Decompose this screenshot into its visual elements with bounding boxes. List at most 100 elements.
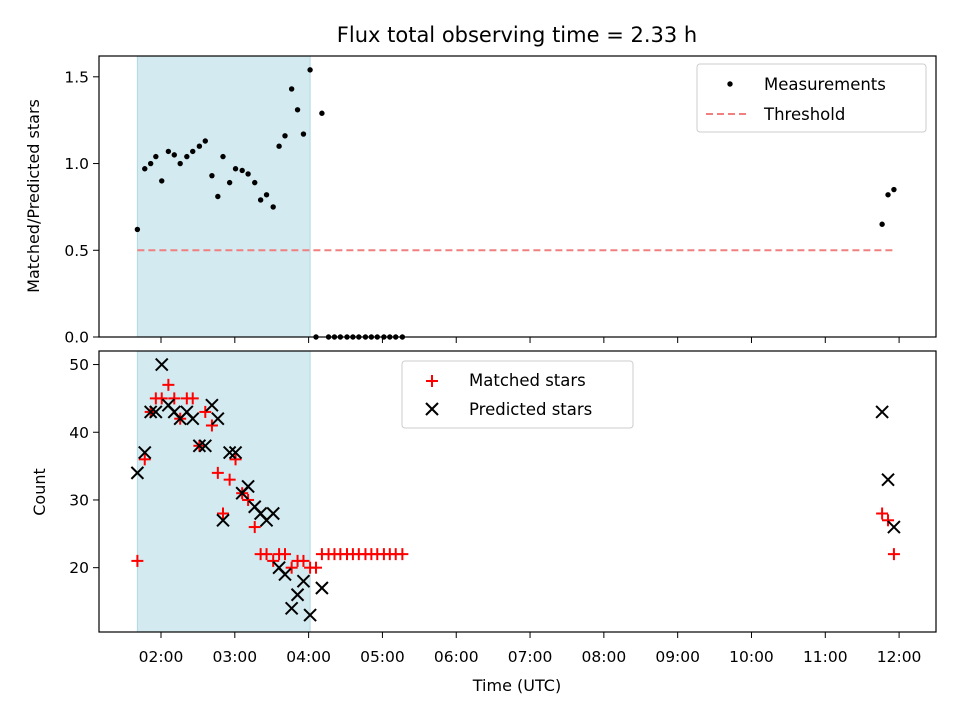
- matched-stars-point: [396, 548, 409, 561]
- measurement-point: [165, 148, 172, 155]
- top-ytick-label: 1.0: [64, 155, 89, 173]
- top-panel-y-axis: 0.0 0.5 1.0 1.5: [64, 68, 99, 347]
- series-matched-stars: [131, 378, 900, 574]
- matched-stars-point: [205, 419, 218, 432]
- matched-stars-point: [310, 561, 322, 574]
- legend-matched-label: Matched stars: [469, 371, 586, 390]
- predicted-stars-point: [205, 398, 219, 412]
- xtick-label: 07:00: [508, 648, 553, 666]
- xtick-label: 03:00: [212, 648, 257, 666]
- predicted-stars-point: [284, 601, 299, 616]
- top-panel: 0.0 0.5 1.0 1.5 Matched/Predicted stars Mea…: [24, 55, 937, 347]
- series-predicted-stars: [130, 357, 901, 622]
- predicted-stars-point: [222, 445, 237, 460]
- measurement-point: [209, 172, 215, 179]
- measurement-point: [270, 204, 276, 210]
- measurement-point: [196, 143, 203, 149]
- top-panel-x-axis: [160, 337, 900, 343]
- predicted-stars-point: [315, 581, 329, 595]
- measurement-point: [239, 167, 245, 174]
- measurement-point: [159, 178, 165, 184]
- x-axis-label: Time (UTC): [472, 676, 561, 695]
- xtick-label: 02:00: [139, 648, 184, 666]
- top-ytick-label: 0.0: [64, 329, 89, 347]
- predicted-stars-point: [241, 479, 255, 494]
- matched-stars-point: [882, 514, 895, 527]
- matched-stars-point: [876, 507, 889, 520]
- matched-stars-point: [211, 466, 224, 479]
- legend-measurements-label: Measurements: [764, 75, 886, 94]
- bottom-ytick-label: 40: [69, 424, 89, 442]
- matched-stars-point: [229, 453, 242, 466]
- measurement-point: [184, 153, 190, 160]
- predicted-stars-point: [216, 513, 230, 527]
- predicted-stars-point: [186, 412, 200, 426]
- top-panel-frame: [98, 55, 937, 338]
- measurement-point: [276, 143, 282, 149]
- matched-stars-point: [285, 561, 298, 574]
- predicted-stars-point: [138, 445, 152, 460]
- matched-stars-point: [242, 493, 255, 506]
- predicted-stars-point: [266, 506, 280, 521]
- xtick-label: 05:00: [360, 648, 405, 666]
- measurement-point: [190, 148, 196, 155]
- bottom-panel-frame: [98, 350, 937, 633]
- bottom-panel-shaded-span: [137, 351, 311, 632]
- predicted-stars-point: [278, 567, 292, 582]
- matched-stars-point: [131, 554, 144, 567]
- measurement-point: [142, 166, 148, 172]
- legend-threshold-label: Threshold: [763, 105, 845, 124]
- top-panel-shaded-span: [137, 56, 311, 337]
- top-ytick-label: 0.5: [64, 242, 89, 260]
- legend-measurements-marker: [727, 81, 733, 87]
- predicted-stars-point: [887, 520, 901, 534]
- matched-stars-point: [223, 473, 236, 486]
- predicted-stars-point: [192, 439, 207, 453]
- matched-stars-point: [155, 392, 168, 405]
- measurement-point: [891, 186, 897, 193]
- top-legend-frame: [696, 63, 927, 133]
- measurement-point: [134, 226, 141, 233]
- matched-stars-point: [162, 378, 175, 391]
- matched-stars-point: [199, 405, 212, 418]
- measurement-point: [307, 67, 313, 73]
- xtick-label: 06:00: [434, 648, 479, 666]
- measurement-point: [202, 138, 208, 144]
- predicted-stars-point: [198, 439, 212, 453]
- matched-stars-point: [217, 507, 229, 520]
- bottom-ytick-label: 20: [69, 559, 89, 577]
- chart-title: Flux total observing time = 2.33 h: [337, 23, 697, 47]
- measurement-point: [288, 86, 295, 92]
- predicted-stars-point: [290, 588, 305, 602]
- top-ytick-label: 1.5: [64, 68, 89, 86]
- legend-predicted-label: Predicted stars: [469, 400, 592, 419]
- xtick-label: 11:00: [803, 648, 848, 666]
- measurement-point: [220, 153, 226, 160]
- top-panel-legend: Measurements Threshold: [696, 63, 927, 133]
- matched-stars-point: [260, 548, 273, 561]
- matched-stars-point: [297, 554, 310, 567]
- measurement-point: [215, 193, 221, 200]
- bottom-panel-y-axis: 20 30 40 50: [69, 356, 99, 577]
- bottom-ytick-label: 30: [69, 491, 89, 509]
- measurement-point: [147, 160, 154, 167]
- legend-matched-marker: [426, 375, 438, 387]
- predicted-stars-point: [143, 405, 158, 419]
- xtick-label: 04:00: [286, 648, 331, 666]
- bottom-panel-plot-area: [130, 351, 901, 632]
- measurement-point: [263, 192, 270, 198]
- matched-stars-point: [887, 548, 900, 561]
- xtick-label: 08:00: [582, 648, 627, 666]
- top-panel-ylabel: Matched/Predicted stars: [24, 99, 43, 293]
- measurement-point: [319, 110, 325, 116]
- matched-stars-point: [279, 548, 291, 561]
- matched-stars-point: [168, 392, 181, 405]
- measurement-point: [257, 197, 264, 203]
- measurement-point: [177, 160, 183, 167]
- predicted-stars-point: [303, 608, 317, 622]
- predicted-stars-point: [875, 405, 889, 419]
- measurement-point: [226, 179, 233, 186]
- matched-stars-point: [248, 521, 261, 534]
